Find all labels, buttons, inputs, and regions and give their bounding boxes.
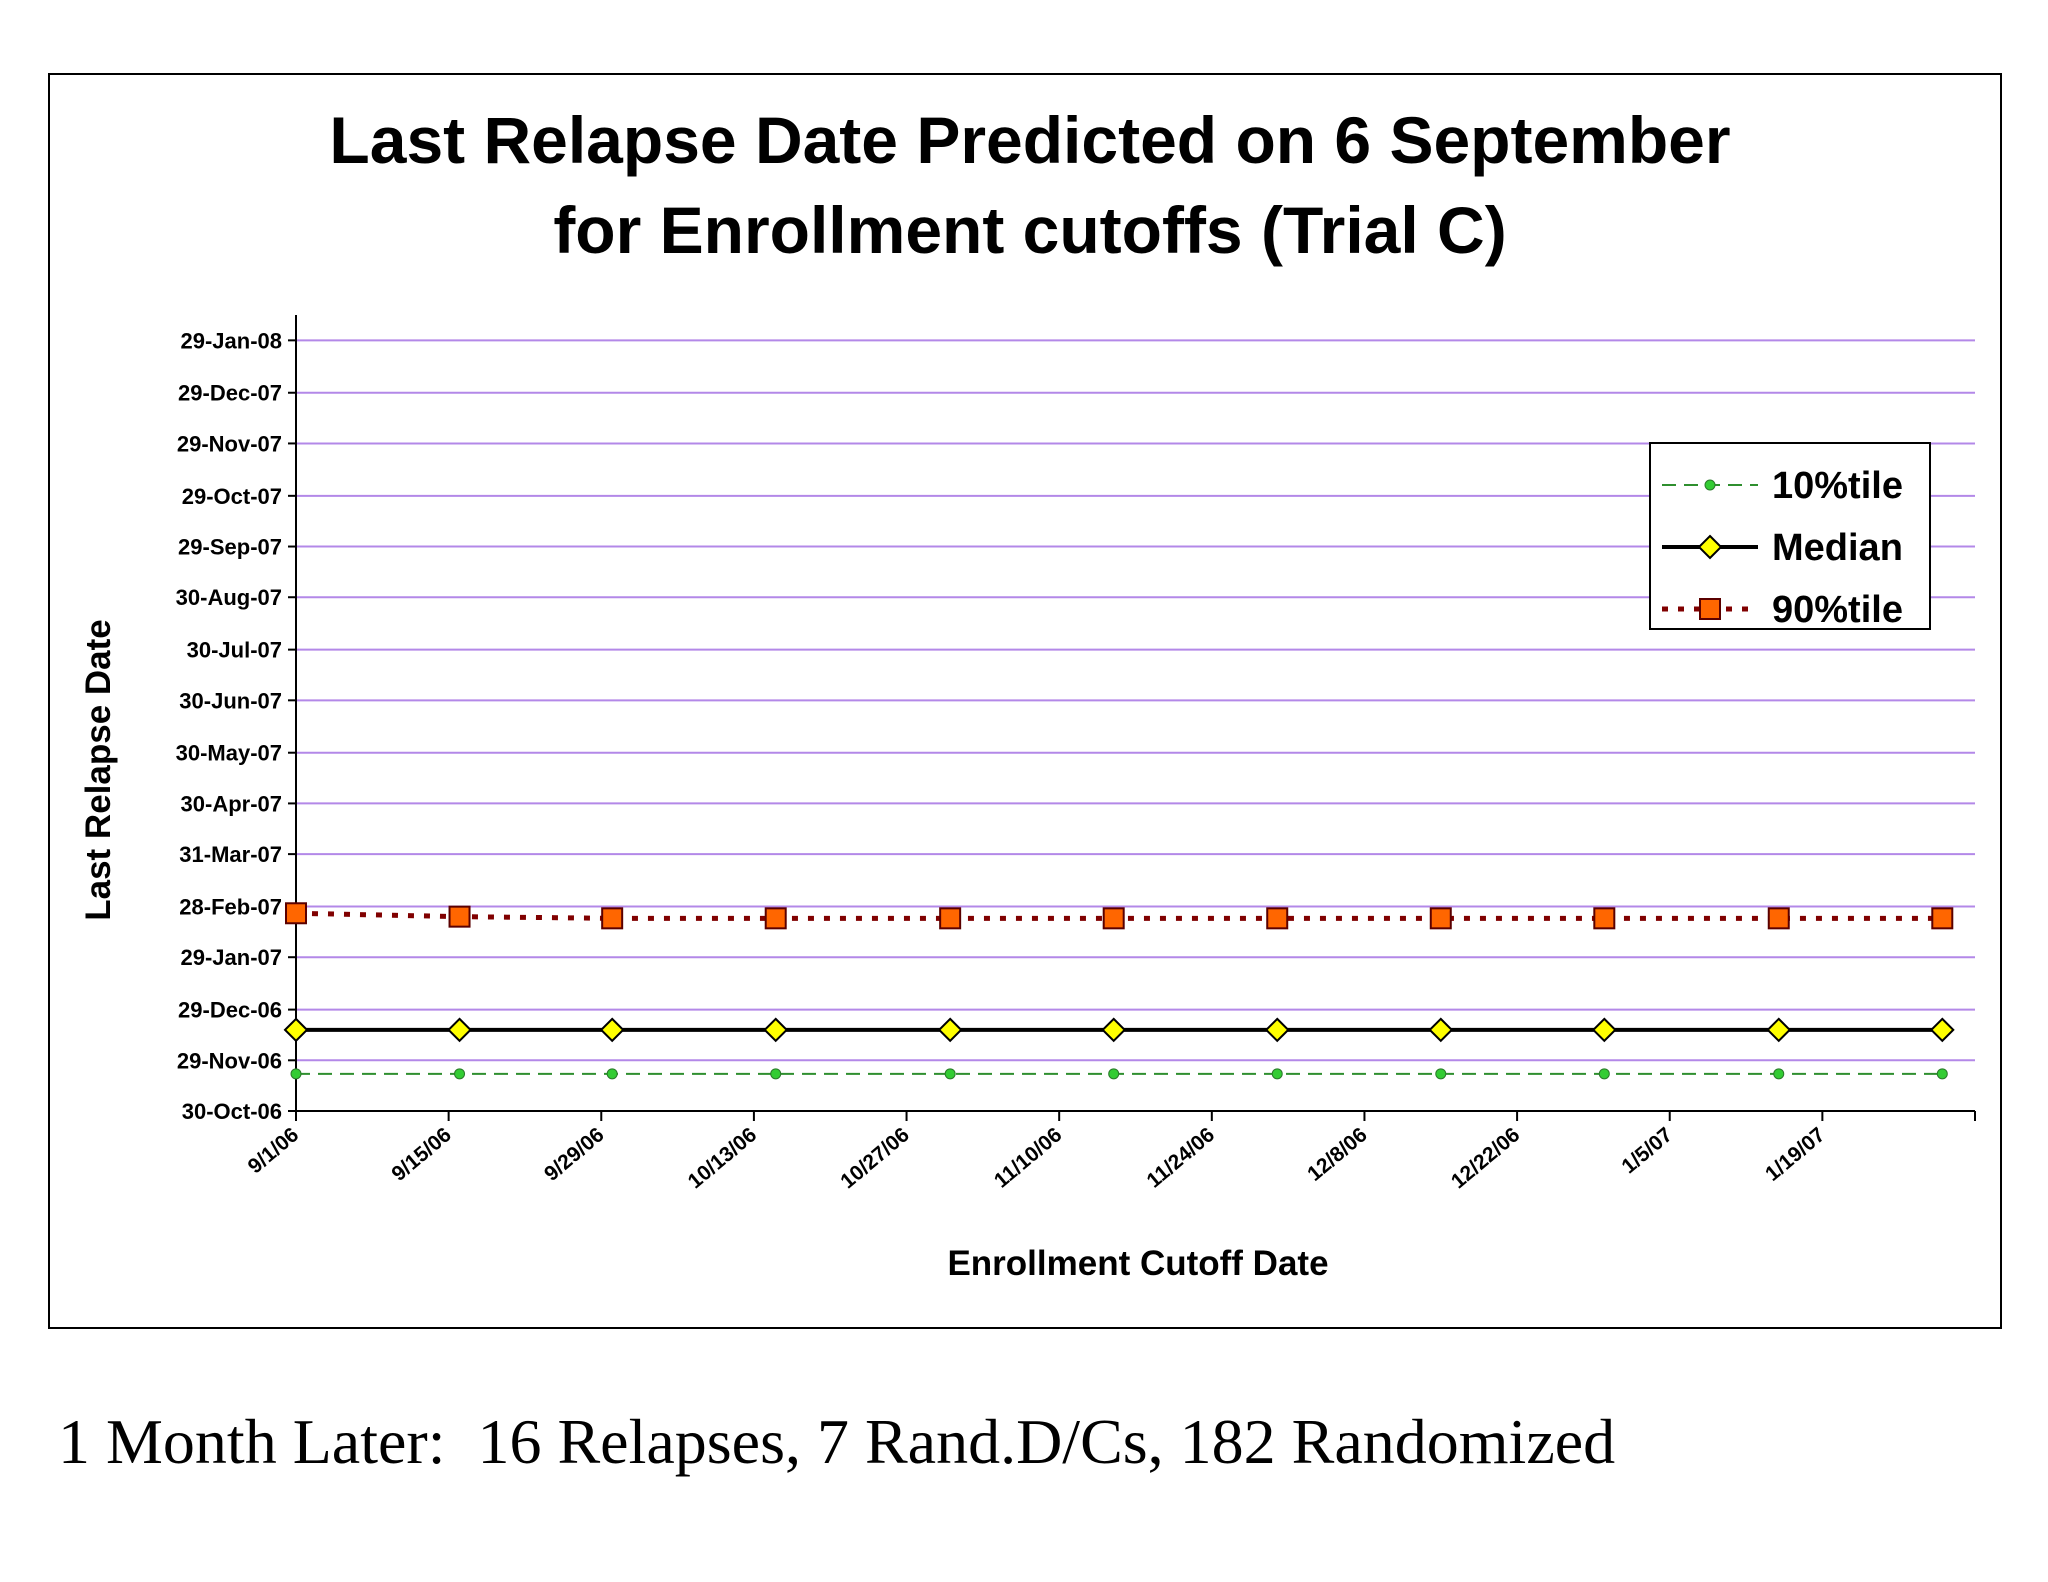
data-point — [1266, 907, 1289, 930]
data-point — [1102, 907, 1125, 930]
chart-frame: Last Relapse Date Predicted on 6 Septemb… — [48, 73, 2002, 1329]
legend-label: Median — [1772, 527, 1903, 569]
data-point — [447, 1017, 472, 1043]
legend-entry: 90%tile — [1662, 589, 1903, 631]
data-point — [1101, 1017, 1127, 1043]
y-tick-label: 29-Sep-07 — [178, 535, 282, 560]
data-point — [1704, 479, 1716, 491]
y-tick-label: 29-Dec-06 — [178, 998, 282, 1023]
chart-title-line-2: for Enrollment cutoffs (Trial C) — [553, 193, 1506, 267]
data-point — [1108, 1068, 1120, 1080]
y-tick-label: 30-May-07 — [176, 741, 282, 766]
y-axis-label: Last Relapse Date — [79, 619, 118, 921]
y-tick-label: 29-Dec-07 — [178, 381, 282, 406]
x-tick-label: 9/29/06 — [540, 1123, 608, 1186]
data-point — [770, 1068, 782, 1080]
x-axis-label: Enrollment Cutoff Date — [947, 1244, 1328, 1283]
x-tick-label: 9/15/06 — [387, 1123, 455, 1186]
series-90%tile — [285, 902, 1954, 930]
y-tick-label: 30-Jul-07 — [187, 638, 282, 663]
data-point — [1931, 907, 1954, 930]
series-10%tile — [290, 1068, 1948, 1080]
y-tick-label: 28-Feb-07 — [179, 895, 282, 920]
chart-svg: Last Relapse Date Predicted on 6 Septemb… — [79, 103, 1976, 1283]
data-point — [1593, 907, 1616, 930]
x-tick-label: 10/13/06 — [684, 1123, 761, 1193]
data-point — [290, 1068, 302, 1080]
data-point — [1697, 534, 1723, 560]
data-point — [454, 1068, 466, 1080]
series-layer — [283, 902, 1955, 1080]
y-tick-label: 31-Mar-07 — [179, 842, 282, 867]
axes-layer — [288, 315, 1976, 1121]
x-tick-label: 1/19/07 — [1761, 1123, 1829, 1186]
data-point — [1766, 1017, 1792, 1043]
data-point — [764, 907, 787, 930]
x-tick-label: 11/24/06 — [1143, 1123, 1220, 1192]
y-tick-label: 30-Apr-07 — [181, 791, 282, 816]
y-tick-label: 30-Oct-06 — [182, 1099, 282, 1124]
data-point — [937, 1017, 963, 1043]
legend-entry: Median — [1662, 527, 1903, 569]
x-tick-label: 10/27/06 — [836, 1123, 913, 1193]
x-tick-label: 9/1/06 — [244, 1123, 304, 1178]
data-point — [606, 1068, 618, 1080]
series-Median — [283, 1017, 1955, 1043]
x-tick-label: 12/8/06 — [1303, 1123, 1371, 1186]
data-point — [763, 1017, 789, 1043]
data-point — [448, 905, 471, 928]
data-point — [283, 1017, 309, 1043]
data-point — [1773, 1068, 1785, 1080]
y-tick-label: 29-Jan-07 — [180, 945, 282, 970]
legend: 10%tile Median 90%tile — [1649, 442, 1931, 631]
slide-caption: 1 Month Later: 16 Relapses, 7 Rand.D/Cs,… — [58, 1406, 1616, 1477]
y-tick-label: 29-Oct-07 — [182, 484, 282, 509]
data-point — [1435, 1068, 1447, 1080]
data-point — [599, 1017, 625, 1043]
data-point — [1591, 1017, 1617, 1043]
data-point — [1271, 1068, 1283, 1080]
y-tick-label: 30-Jun-07 — [179, 688, 282, 713]
y-tick-label: 30-Aug-07 — [176, 585, 282, 610]
data-point — [1929, 1017, 1955, 1043]
data-point — [1936, 1068, 1948, 1080]
data-point — [944, 1068, 956, 1080]
x-tick-labels: 9/1/06 9/15/06 9/29/06 10/13/06 10/27/06 11/1… — [244, 1123, 1830, 1193]
y-tick-label: 29-Nov-07 — [177, 431, 282, 456]
x-tick-label: 1/5/07 — [1617, 1123, 1677, 1178]
data-point — [1429, 907, 1452, 930]
data-point — [1767, 907, 1790, 930]
data-point — [1598, 1068, 1610, 1080]
legend-label: 10%tile — [1772, 465, 1903, 507]
x-tick-label: 11/10/06 — [990, 1123, 1067, 1192]
legend-entry: 10%tile — [1662, 465, 1903, 507]
data-point — [1264, 1017, 1290, 1043]
x-tick-label: 12/22/06 — [1447, 1123, 1524, 1193]
legend-box — [1649, 442, 1931, 630]
data-point — [601, 907, 624, 930]
data-point — [939, 907, 962, 930]
data-point — [1428, 1017, 1454, 1043]
data-point — [285, 902, 307, 925]
y-tick-labels: 30-Oct-06 29-Nov-06 29-Dec-06 29-Jan-07 28-F… — [176, 328, 282, 1124]
data-point — [1699, 598, 1721, 620]
y-tick-label: 29-Jan-08 — [180, 328, 282, 353]
y-tick-label: 29-Nov-06 — [177, 1048, 282, 1073]
chart-title-line-1: Last Relapse Date Predicted on 6 Septemb… — [329, 103, 1730, 177]
legend-label: 90%tile — [1772, 589, 1903, 631]
